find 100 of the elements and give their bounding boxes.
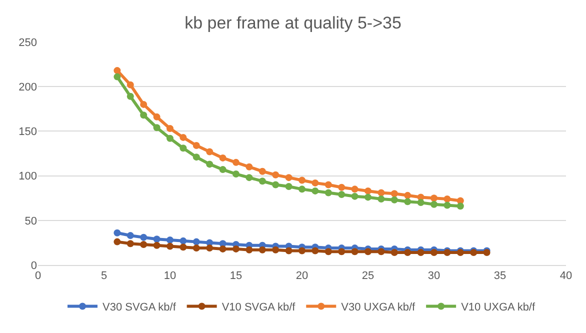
point [180, 134, 187, 141]
point [126, 92, 134, 100]
point [114, 238, 121, 246]
point [338, 248, 346, 256]
point [324, 181, 332, 188]
point [206, 244, 214, 252]
point [390, 196, 398, 204]
point [126, 240, 134, 248]
point [166, 125, 174, 132]
point [351, 248, 358, 256]
point [390, 190, 398, 198]
point [219, 245, 226, 252]
legend-label: V30 SVGA kb/f [102, 302, 177, 314]
point [312, 247, 319, 254]
point [192, 154, 200, 161]
point [126, 81, 134, 88]
point [219, 166, 226, 174]
point [417, 199, 424, 206]
point [126, 232, 134, 240]
point [166, 242, 174, 250]
point [140, 234, 148, 241]
point [192, 238, 200, 246]
point [232, 158, 240, 166]
point [351, 192, 358, 200]
y-tick-label: 250 [18, 36, 37, 49]
point [258, 246, 266, 254]
chart-title: kb per frame at quality 5->35 [184, 14, 402, 33]
point [417, 249, 424, 256]
point [378, 195, 385, 202]
point [298, 247, 306, 254]
point [246, 246, 253, 254]
x-tick-label: 25 [362, 270, 374, 282]
point [206, 148, 214, 156]
point [378, 189, 385, 196]
point [364, 194, 372, 201]
point [153, 113, 160, 120]
y-tick-label: 150 [18, 126, 37, 138]
point [232, 170, 240, 178]
point [390, 249, 398, 256]
point [219, 154, 226, 162]
point [404, 249, 412, 256]
point [430, 249, 438, 256]
point [351, 186, 358, 193]
point [404, 192, 412, 199]
point [338, 191, 346, 198]
point [232, 245, 240, 252]
point [246, 163, 253, 170]
point [338, 184, 346, 191]
point [378, 248, 385, 256]
point [312, 179, 319, 186]
legend-label: V30 UXGA kb/f [341, 302, 416, 314]
point [298, 176, 306, 184]
legend-label: V10 UXGA kb/f [461, 302, 536, 314]
y-tick-label: 100 [18, 170, 37, 183]
point [312, 187, 319, 194]
point [180, 237, 187, 244]
x-tick-label: 30 [428, 270, 440, 282]
point [192, 142, 200, 149]
x-tick-label: 5 [100, 270, 108, 282]
point [285, 174, 292, 182]
point [285, 183, 292, 190]
point [153, 242, 160, 249]
y-tick-label: 50 [24, 215, 37, 228]
point [258, 178, 266, 185]
y-tick-label: 0 [30, 260, 37, 272]
point [456, 202, 464, 210]
point [114, 67, 121, 74]
point [114, 73, 121, 80]
point [324, 189, 332, 196]
legend-label: V10 SVGA kb/f [222, 302, 296, 314]
point [192, 244, 200, 252]
point [166, 236, 174, 244]
point [444, 202, 451, 209]
point [298, 186, 306, 193]
y-tick-label: 200 [18, 81, 37, 94]
point [206, 160, 214, 168]
point [272, 171, 280, 178]
point [166, 134, 174, 142]
x-tick-label: 20 [296, 270, 308, 282]
point [272, 246, 280, 254]
point [153, 124, 160, 132]
point [430, 200, 438, 208]
point [324, 248, 332, 256]
point [246, 174, 253, 182]
point [180, 144, 187, 152]
point [140, 112, 148, 119]
point [364, 187, 372, 194]
point [114, 229, 121, 236]
point [404, 198, 412, 206]
point [430, 194, 438, 202]
point [140, 100, 148, 108]
point [272, 181, 280, 188]
point [153, 236, 160, 243]
x-tick-label: 15 [230, 270, 242, 282]
point [258, 168, 266, 175]
x-tick-label: 10 [164, 270, 176, 282]
point [180, 244, 187, 251]
x-tick-label: 35 [494, 270, 506, 282]
point [140, 240, 148, 248]
point [444, 195, 451, 202]
